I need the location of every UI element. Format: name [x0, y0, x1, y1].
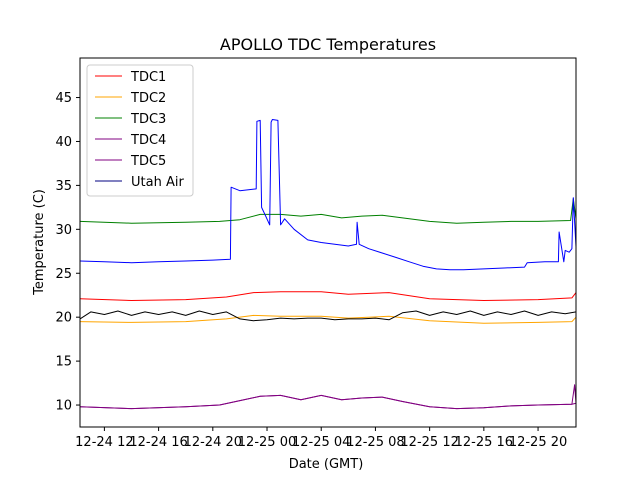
series-line-tdc1: [79, 291, 577, 301]
series-layer: [79, 119, 577, 410]
y-tick-label: 40: [55, 135, 72, 150]
x-tick-label: 12-25 08: [346, 435, 404, 450]
y-axis: 10 15 20 25 30 35 40 45: [55, 91, 80, 414]
x-axis-label: Date (GMT): [289, 457, 364, 472]
legend-label: TDC2: [130, 91, 166, 106]
legend-label: TDC5: [130, 154, 166, 169]
x-tick-label: 12-25 12: [400, 435, 458, 450]
y-tick-label: 25: [55, 267, 72, 282]
series-line-tdc2: [79, 314, 577, 324]
x-tick-label: 12-24 12: [75, 435, 133, 450]
legend-box: [86, 64, 194, 197]
series-line-tdc5: [79, 394, 577, 410]
y-tick-label: 10: [55, 399, 72, 414]
y-tick-label: 45: [55, 91, 72, 106]
x-tick-label: 12-25 04: [292, 435, 350, 450]
x-tick-label: 12-24 16: [129, 435, 187, 450]
legend-label: TDC4: [130, 133, 166, 148]
legend-label: TDC3: [130, 112, 166, 127]
series-line-tdc3: [79, 198, 577, 224]
y-tick-label: 35: [55, 179, 72, 194]
chart-title: APOLLO TDC Temperatures: [220, 35, 436, 54]
legend-items: TDC1 TDC2 TDC3 TDC4 TDC5 Utah Air: [95, 70, 184, 190]
legend-label: TDC1: [130, 70, 166, 85]
y-axis-label: Temperature (C): [32, 189, 47, 296]
x-tick-label: 12-25 20: [509, 435, 567, 450]
series-line-utah-air-black-trace: [79, 310, 577, 322]
y-tick-label: 30: [55, 223, 72, 238]
series-line-utah-air: [79, 119, 577, 271]
x-tick-label: 12-25 16: [455, 435, 513, 450]
x-tick-label: 12-25 00: [238, 435, 296, 450]
y-tick-label: 20: [55, 311, 72, 326]
legend: TDC1 TDC2 TDC3 TDC4 TDC5 Utah Air: [86, 64, 194, 197]
y-tick-label: 15: [55, 355, 72, 370]
legend-label: Utah Air: [131, 175, 184, 190]
plot-frame: [79, 57, 577, 428]
x-tick-label: 12-24 20: [184, 435, 242, 450]
